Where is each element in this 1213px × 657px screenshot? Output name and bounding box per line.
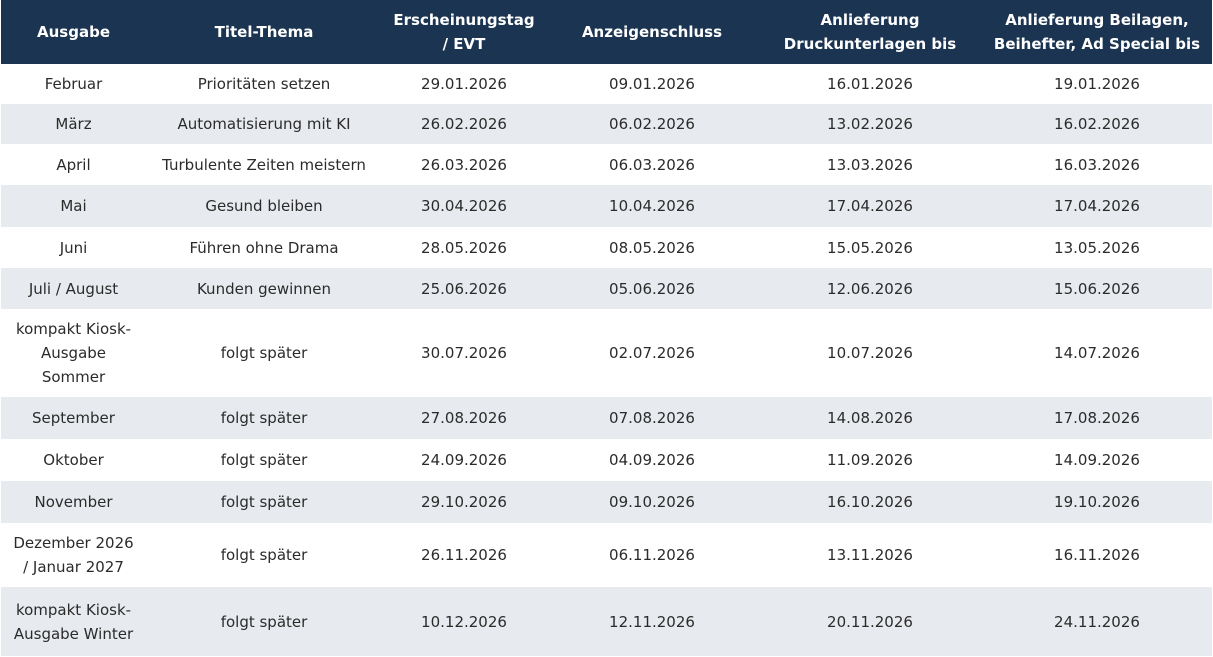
issue-cell: September <box>1 397 146 439</box>
issue-cell: Juni <box>59 238 88 257</box>
date-cell: 14.08.2026 <box>758 397 982 439</box>
table-row: Oktober folgt später 24.09.2026 04.09.2026 1… <box>1 439 1212 481</box>
header-row: Ausgabe Titel-Thema Erscheinungstag / EVT A… <box>1 0 1212 64</box>
topic-cell: Führen ohne Drama <box>189 238 339 257</box>
table-row: November folgt später 29.10.2026 09.10.2026… <box>1 481 1212 523</box>
column-header: Anzeigenschluss <box>546 0 758 64</box>
date-cell: 16.10.2026 <box>758 481 982 523</box>
date-cell: 26.11.2026 <box>421 546 507 564</box>
topic-cell: Turbulente Zeiten meistern <box>162 155 366 174</box>
date-cell: 13.11.2026 <box>827 546 913 564</box>
date-cell: 06.03.2026 <box>609 155 695 174</box>
date-cell: 16.02.2026 <box>982 104 1212 144</box>
date-cell: 29.01.2026 <box>421 75 507 93</box>
column-header: Anlieferung Beilagen, Beihefter, Ad Spec… <box>982 0 1212 64</box>
column-header: Erscheinungstag / EVT <box>382 0 546 64</box>
date-cell: 24.11.2026 <box>982 587 1212 656</box>
issue-cell: April <box>56 155 91 174</box>
table-row: April Turbulente Zeiten meistern 26.03.202… <box>1 144 1212 185</box>
date-cell: 10.04.2026 <box>546 185 758 227</box>
date-cell: 14.07.2026 <box>1054 344 1140 362</box>
date-cell: 24.09.2026 <box>421 451 507 469</box>
date-cell: 27.08.2026 <box>382 397 546 439</box>
topic-cell: folgt später <box>146 397 382 439</box>
date-cell: 13.03.2026 <box>827 155 913 174</box>
topic-cell: Prioritäten setzen <box>197 75 331 93</box>
column-header: Anlieferung Druckunterlagen bis <box>758 0 982 64</box>
table-row: kompakt Kiosk-Ausgabe Winter folgt später… <box>1 587 1212 656</box>
date-cell: 17.08.2026 <box>982 397 1212 439</box>
table-row: Mai Gesund bleiben 30.04.2026 10.04.2026 17.… <box>1 185 1212 227</box>
date-cell: 10.12.2026 <box>382 587 546 656</box>
date-cell: 02.07.2026 <box>609 344 695 362</box>
issue-cell: Juli / August <box>1 268 146 309</box>
date-cell: 20.11.2026 <box>758 587 982 656</box>
date-cell: 04.09.2026 <box>609 451 695 469</box>
date-cell: 08.05.2026 <box>609 238 695 257</box>
issue-cell: kompakt Kiosk-Ausgabe Sommer <box>15 320 132 386</box>
issue-cell: Mai <box>1 185 146 227</box>
column-header: Titel-Thema <box>146 0 382 64</box>
topic-cell: folgt später <box>146 587 382 656</box>
date-cell: 09.01.2026 <box>609 75 695 93</box>
table-row: kompakt Kiosk-Ausgabe Sommer folgt später… <box>1 309 1212 397</box>
date-cell: 07.08.2026 <box>546 397 758 439</box>
table-row: Juli / August Kunden gewinnen 25.06.2026 05… <box>1 268 1212 309</box>
date-cell: 14.09.2026 <box>1054 451 1140 469</box>
table-row: Juni Führen ohne Drama 28.05.2026 08.05.202… <box>1 227 1212 268</box>
date-cell: 17.04.2026 <box>982 185 1212 227</box>
date-cell: 16.11.2026 <box>1054 546 1140 564</box>
date-cell: 30.07.2026 <box>421 344 507 362</box>
date-cell: 19.01.2026 <box>1054 75 1140 93</box>
date-cell: 30.04.2026 <box>382 185 546 227</box>
topic-cell: folgt später <box>220 546 308 564</box>
date-cell: 26.02.2026 <box>382 104 546 144</box>
topic-cell: Kunden gewinnen <box>146 268 382 309</box>
date-cell: 17.04.2026 <box>758 185 982 227</box>
issue-cell: Oktober <box>43 451 104 469</box>
topic-cell: folgt später <box>146 481 382 523</box>
date-cell: 12.06.2026 <box>758 268 982 309</box>
date-cell: 11.09.2026 <box>827 451 913 469</box>
table-body: Februar Prioritäten setzen 29.01.2026 09.01… <box>1 64 1212 656</box>
issue-cell: November <box>1 481 146 523</box>
date-cell: 19.10.2026 <box>982 481 1212 523</box>
date-cell: 29.10.2026 <box>382 481 546 523</box>
date-cell: 15.05.2026 <box>827 238 913 257</box>
column-header: Ausgabe <box>1 0 146 64</box>
table-row: Dezember 2026 / Januar 2027 folgt später 2… <box>1 523 1212 587</box>
date-cell: 15.06.2026 <box>982 268 1212 309</box>
date-cell: 05.06.2026 <box>546 268 758 309</box>
table-row: September folgt später 27.08.2026 07.08.202… <box>1 397 1212 439</box>
topic-cell: Automatisierung mit KI <box>146 104 382 144</box>
date-cell: 13.02.2026 <box>758 104 982 144</box>
topic-cell: folgt später <box>220 344 308 362</box>
topic-cell: Gesund bleiben <box>146 185 382 227</box>
date-cell: 13.05.2026 <box>1054 238 1140 257</box>
topic-cell: folgt später <box>220 451 308 469</box>
date-cell: 12.11.2026 <box>546 587 758 656</box>
date-cell: 06.02.2026 <box>546 104 758 144</box>
date-cell: 06.11.2026 <box>609 546 695 564</box>
date-cell: 10.07.2026 <box>827 344 913 362</box>
date-cell: 26.03.2026 <box>421 155 507 174</box>
issue-cell: Februar <box>44 75 103 93</box>
table-row: März Automatisierung mit KI 26.02.2026 06.0… <box>1 104 1212 144</box>
table-row: Februar Prioritäten setzen 29.01.2026 09.01… <box>1 64 1212 104</box>
date-cell: 16.03.2026 <box>1054 155 1140 174</box>
date-cell: 25.06.2026 <box>382 268 546 309</box>
issue-cell: März <box>1 104 146 144</box>
issue-cell: Dezember 2026 / Januar 2027 <box>13 534 134 576</box>
issue-cell: kompakt Kiosk-Ausgabe Winter <box>1 587 146 656</box>
date-cell: 28.05.2026 <box>421 238 507 257</box>
date-cell: 16.01.2026 <box>827 75 913 93</box>
date-cell: 09.10.2026 <box>546 481 758 523</box>
